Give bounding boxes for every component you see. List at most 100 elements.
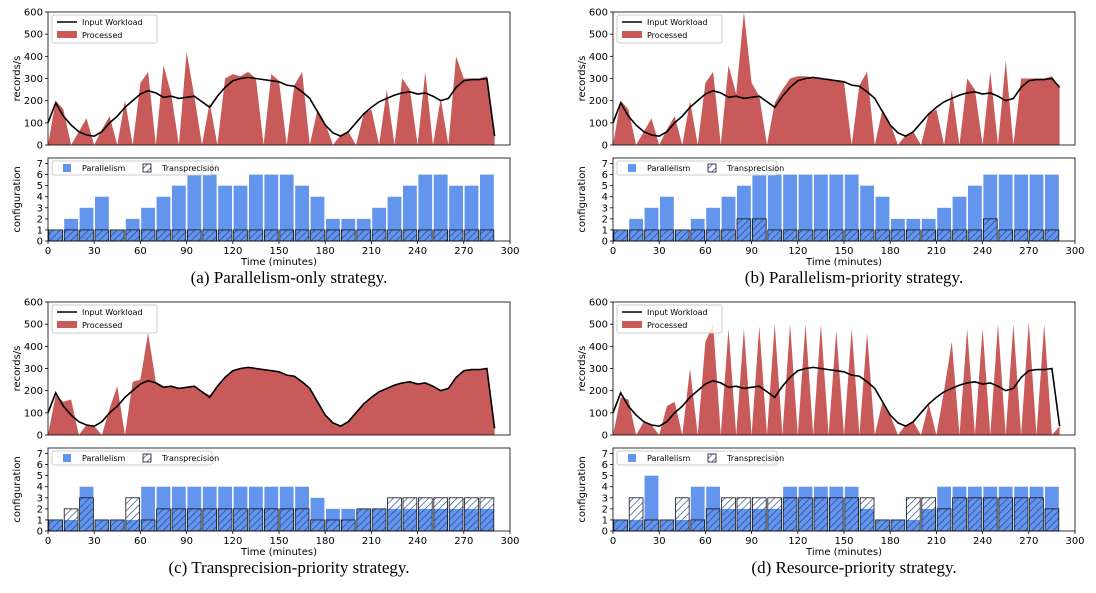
transprecision-bar: [448, 229, 464, 242]
x-tick-label: 120: [223, 536, 242, 547]
transprecision-bar: [844, 497, 859, 532]
transprecision-bar: [751, 497, 767, 532]
transprecision-bar: [890, 229, 906, 242]
y-tick-label: 6: [602, 170, 608, 181]
transprecision-bar: [1029, 497, 1044, 532]
transprecision-bar: [433, 497, 448, 532]
y-tick-label: 5: [37, 471, 43, 482]
x-tick-label: 60: [699, 246, 712, 257]
transprecision-bar: [736, 218, 752, 242]
transprecision-bar: [905, 229, 921, 242]
transprecision-bar: [721, 497, 736, 532]
x-tick-label: 150: [269, 246, 288, 257]
caption: (b) Parallelism-priority strategy.: [745, 268, 963, 287]
transprecision-bar: [952, 497, 967, 532]
y-tick-label: 0: [37, 431, 43, 442]
transprecision-bar: [859, 497, 875, 532]
y-tick-label: 3: [602, 203, 608, 214]
x-tick-label: 300: [500, 536, 519, 547]
x-tick-label: 30: [653, 246, 666, 257]
legend-label: Input Workload: [82, 308, 143, 317]
panel: (b) Parallelism-priority strategy.: [745, 268, 963, 287]
transprecision-bar: [705, 229, 721, 242]
y-tick-label: 0: [37, 527, 43, 538]
y-tick-label: 6: [602, 460, 608, 471]
legend-box: [616, 14, 723, 44]
x-tick-label: 180: [316, 536, 335, 547]
y-axis-label: records/s: [577, 346, 588, 392]
x-tick-label: 180: [881, 246, 900, 257]
y-tick-label: 200: [24, 96, 43, 107]
legend-label: Input Workload: [647, 18, 708, 27]
transprecision-bar: [325, 519, 341, 532]
y-tick-label: 7: [602, 449, 608, 460]
transprecision-bar: [844, 229, 859, 242]
x-tick-label: 60: [699, 536, 712, 547]
y-tick-label: 600: [24, 8, 43, 19]
parallelism-bar: [449, 185, 463, 241]
transprecision-bar: [982, 497, 998, 532]
y-tick-label: 0: [602, 527, 608, 538]
x-tick-label: 210: [362, 536, 381, 547]
parallelism-bar: [418, 174, 433, 241]
x-tick-label: 60: [134, 246, 147, 257]
transprecision-bar: [921, 229, 936, 242]
y-tick-label: 500: [24, 320, 43, 331]
legend-label: Parallelism: [82, 454, 126, 463]
y-tick-label: 100: [589, 408, 608, 419]
transprecision-bar: [690, 519, 706, 532]
legend-swatch: [707, 453, 717, 463]
transprecision-bar: [1044, 229, 1060, 242]
x-tick-label: 210: [927, 536, 946, 547]
transprecision-bar: [310, 519, 325, 532]
y-tick-label: 200: [589, 96, 608, 107]
transprecision-bar: [905, 497, 921, 532]
transprecision-bar: [644, 519, 659, 532]
caption: (d) Resource-priority strategy.: [751, 558, 956, 577]
y-tick-label: 300: [24, 74, 43, 85]
transprecision-bar: [110, 519, 125, 532]
workload-line: [612, 366, 1061, 428]
transprecision-bar: [356, 229, 371, 242]
x-tick-label: 300: [1065, 246, 1084, 257]
transprecision-bar: [63, 508, 79, 532]
transprecision-bar: [767, 229, 783, 242]
y-tick-label: 500: [24, 30, 43, 41]
transprecision-bar: [613, 519, 628, 532]
workload-line: [47, 366, 496, 429]
transprecision-bar: [233, 508, 248, 532]
transprecision-bar: [767, 497, 783, 532]
legend-label: Processed: [647, 31, 687, 40]
transprecision-bar: [982, 218, 998, 242]
transprecision-bar: [628, 229, 644, 242]
y-tick-label: 6: [37, 170, 43, 181]
y-tick-label: 5: [602, 471, 608, 482]
y-tick-label: 5: [37, 181, 43, 192]
processed-area: [613, 12, 1060, 145]
transprecision-bar: [479, 497, 495, 532]
y-tick-label: 0: [602, 141, 608, 152]
parallelism-bar: [644, 475, 659, 531]
y-tick-label: 600: [589, 298, 608, 309]
x-tick-label: 0: [610, 246, 616, 257]
y-tick-label: 4: [37, 482, 43, 493]
x-tick-label: 30: [88, 536, 101, 547]
transprecision-bar: [464, 497, 479, 532]
legend-label: Input Workload: [82, 18, 143, 27]
y-tick-label: 1: [37, 225, 43, 236]
parallelism-bar: [1014, 174, 1028, 241]
transprecision-bar: [294, 229, 310, 242]
panel: (c) Transprecision-priority strategy.: [168, 558, 409, 577]
transprecision-bar: [936, 229, 952, 242]
transprecision-bar: [751, 218, 767, 242]
x-tick-label: 120: [223, 246, 242, 257]
transprecision-bar: [952, 229, 967, 242]
parallelism-bar: [295, 185, 309, 241]
y-tick-label: 200: [589, 386, 608, 397]
legend-swatch: [628, 454, 636, 462]
x-tick-label: 0: [45, 246, 51, 257]
legend-label: Parallelism: [82, 164, 126, 173]
